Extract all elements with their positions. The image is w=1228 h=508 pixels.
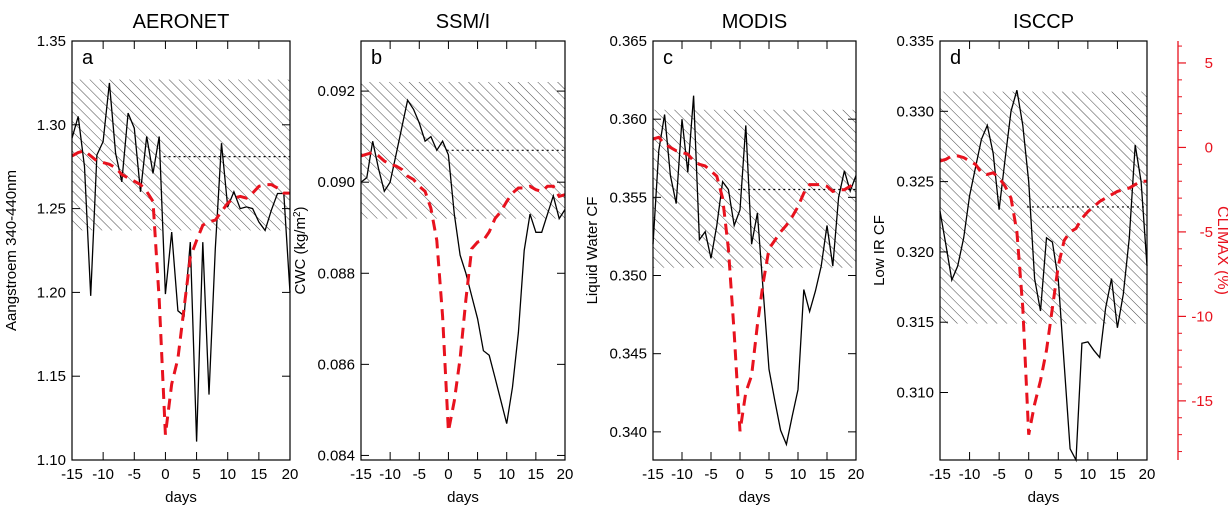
right-tick-label: -5 xyxy=(1200,224,1213,241)
chart-title: ISCCP xyxy=(1013,11,1074,33)
series-line-climax xyxy=(939,154,1147,435)
y-tick-label: 0.355 xyxy=(609,189,647,206)
series-line-climax xyxy=(360,150,566,432)
y-tick-label: 0.315 xyxy=(896,314,934,331)
plot-frame xyxy=(71,40,291,461)
chart-title: AERONET xyxy=(133,11,230,33)
x-tick-label: 0 xyxy=(1025,466,1033,483)
y-axis-label: CWC (kg/m2) xyxy=(292,206,310,294)
panel-d: 0.310 0.315 0.320 0.325 0.330 0.335 -15 -10 -5 0 5… xyxy=(871,11,1155,506)
x-tick-label: 5 xyxy=(765,466,773,483)
x-tick-label: -10 xyxy=(92,466,114,483)
y-tick-label: 1.15 xyxy=(37,368,66,385)
y-tick-label: 1.35 xyxy=(37,33,66,50)
y-tick-label: 0.310 xyxy=(896,385,934,402)
y-tick-label: 0.088 xyxy=(317,265,355,282)
y-tick-label: 0.345 xyxy=(609,346,647,363)
panel-letter: b xyxy=(371,47,382,69)
y-tick-label: 0.350 xyxy=(609,268,647,285)
variability-band xyxy=(940,91,1147,324)
x-tick-label: 20 xyxy=(557,466,574,483)
x-tick-label: 5 xyxy=(1054,466,1062,483)
series-line-data xyxy=(652,95,857,447)
y-tick-label: 0.325 xyxy=(896,174,934,191)
x-tick-label: -5 xyxy=(413,466,426,483)
chart-title: MODIS xyxy=(722,11,788,33)
series-line-climax xyxy=(652,135,857,432)
x-tick-label: -15 xyxy=(642,466,664,483)
series-line-data xyxy=(71,82,291,442)
x-tick-label: 15 xyxy=(528,466,545,483)
y-tick-label: 0.365 xyxy=(609,33,647,50)
x-tick-label: -5 xyxy=(704,466,717,483)
x-tick-label: -10 xyxy=(959,466,981,483)
series-line-data xyxy=(360,98,566,424)
panel-letter: d xyxy=(950,47,961,69)
x-axis-label: days xyxy=(1028,489,1060,506)
y-tick-label: 1.25 xyxy=(37,201,66,218)
y-axis-label: Low IR CF xyxy=(871,215,888,286)
y-tick-label: 0.086 xyxy=(317,356,355,373)
y-tick-label: 0.330 xyxy=(896,103,934,120)
y-tick-label: 0.335 xyxy=(896,33,934,50)
x-tick-label: -5 xyxy=(992,466,1005,483)
y-tick-label: 0.360 xyxy=(609,111,647,128)
y-tick-label: 0.084 xyxy=(317,447,355,464)
x-tick-label: 10 xyxy=(1080,466,1097,483)
panel-letter: c xyxy=(663,47,673,69)
variability-band xyxy=(72,79,290,231)
right-y-axis: 5 0 -5 -10 -15 CLIMAX (%) xyxy=(1177,41,1228,460)
series-line-data xyxy=(939,90,1148,463)
x-tick-label: 0 xyxy=(736,466,744,483)
x-axis-label: days xyxy=(165,489,197,506)
plot-frame xyxy=(652,40,857,461)
x-tick-label: 5 xyxy=(473,466,481,483)
y-tick-label: 1.10 xyxy=(37,452,66,469)
y-tick-label: 0.340 xyxy=(609,424,647,441)
series-line-climax xyxy=(71,149,290,435)
x-tick-label: -15 xyxy=(929,466,951,483)
y-tick-label: 0.320 xyxy=(896,244,934,261)
right-tick-label: -15 xyxy=(1191,393,1213,410)
x-tick-label: 5 xyxy=(192,466,200,483)
panel-c: 0.340 0.345 0.350 0.355 0.360 0.365 -15 -10 -5 0 5… xyxy=(584,11,864,506)
right-tick-label: 0 xyxy=(1205,139,1213,156)
x-tick-label: 20 xyxy=(282,466,299,483)
x-axis-label: days xyxy=(447,489,479,506)
y-tick-label: 1.30 xyxy=(37,117,66,134)
y-tick-label: 0.090 xyxy=(317,174,355,191)
y-axis-label: Liquid Water CF xyxy=(584,197,601,305)
panel-letter: a xyxy=(82,47,94,69)
x-tick-label: -15 xyxy=(61,466,83,483)
x-tick-label: 20 xyxy=(1139,466,1156,483)
x-axis-label: days xyxy=(739,489,771,506)
panel-b: 0.084 0.086 0.088 0.090 0.092 -15 -10 -5 0 5 10 15 2… xyxy=(292,11,574,506)
x-tick-label: 15 xyxy=(819,466,836,483)
x-tick-label: 20 xyxy=(848,466,865,483)
right-tick-label: -10 xyxy=(1191,308,1213,325)
chart-title: SSM/I xyxy=(436,11,490,33)
plot-frame xyxy=(939,40,1148,461)
right-y-axis-label: CLIMAX (%) xyxy=(1214,206,1228,295)
y-tick-label: 1.20 xyxy=(37,284,66,301)
variability-band xyxy=(653,109,856,268)
x-tick-label: -10 xyxy=(671,466,693,483)
x-tick-label: 15 xyxy=(251,466,268,483)
panel-a: 1.10 1.15 1.20 1.25 1.30 1.35 -15 -10 -5 0 5 10 15 20… xyxy=(3,11,298,506)
x-tick-label: -15 xyxy=(350,466,372,483)
y-axis-label: Aangstroem 340-440nm xyxy=(3,170,20,331)
x-tick-label: 10 xyxy=(498,466,515,483)
x-tick-label: -5 xyxy=(128,466,141,483)
plot-frame xyxy=(360,40,566,461)
x-tick-label: 0 xyxy=(161,466,169,483)
x-tick-label: 15 xyxy=(1109,466,1126,483)
x-tick-label: -10 xyxy=(379,466,401,483)
x-tick-label: 0 xyxy=(444,466,452,483)
right-tick-label: 5 xyxy=(1205,55,1213,72)
x-tick-label: 10 xyxy=(790,466,807,483)
y-tick-label: 0.092 xyxy=(317,83,355,100)
x-tick-label: 10 xyxy=(219,466,236,483)
